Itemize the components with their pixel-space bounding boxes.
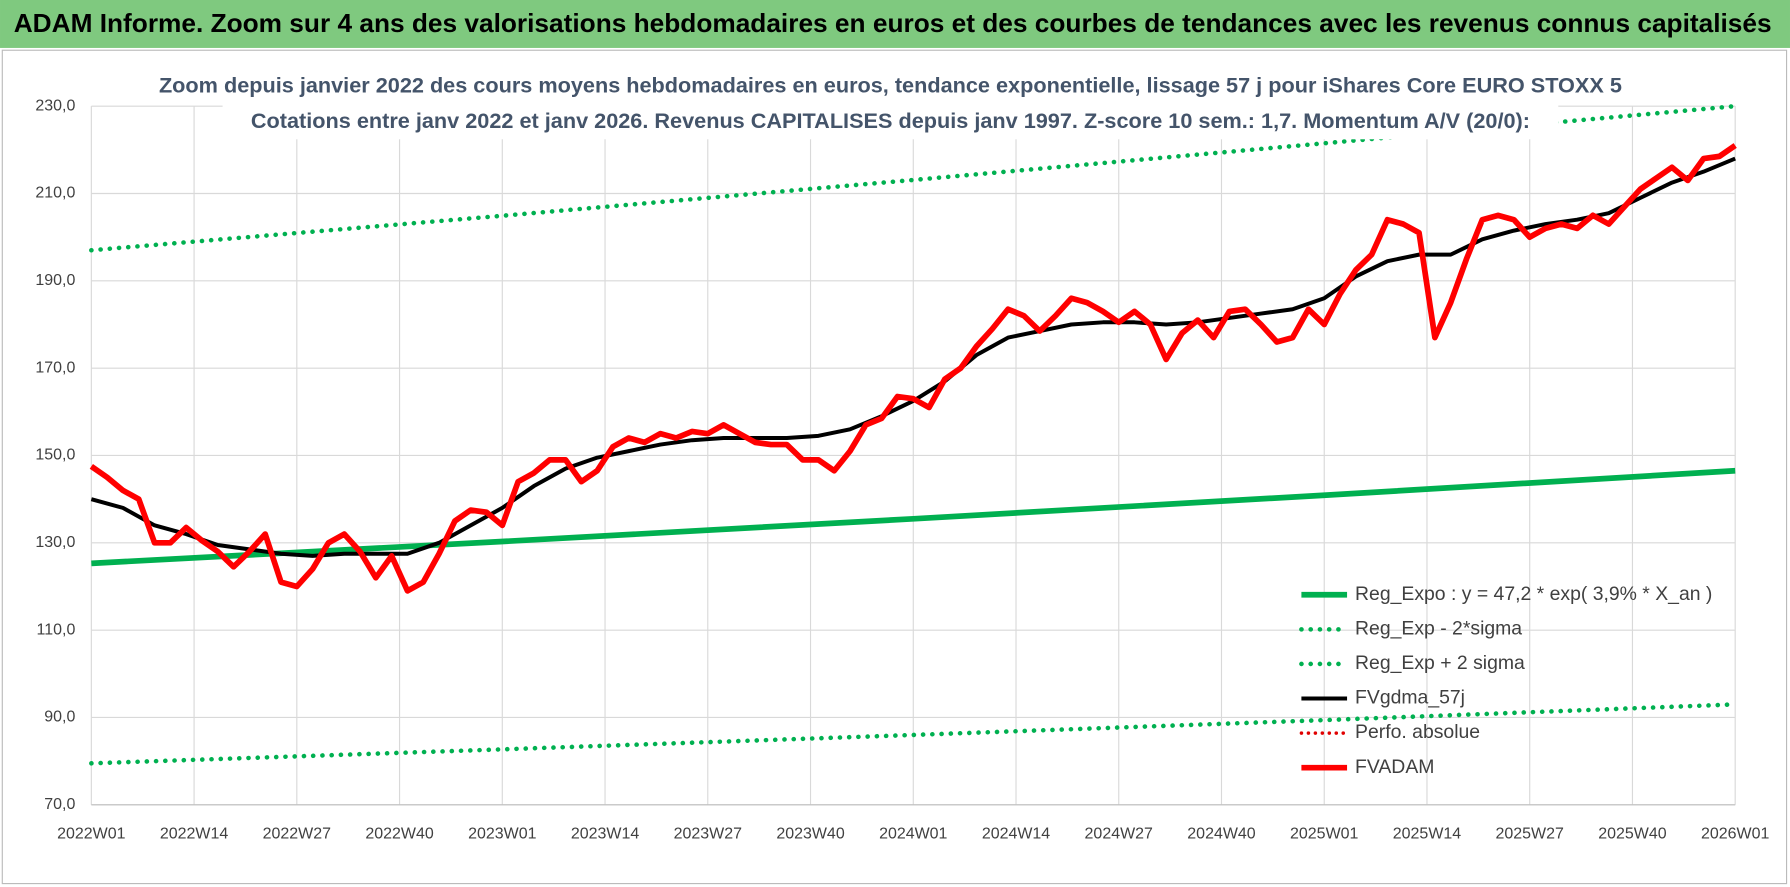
- x-tick-label: 2025W27: [1496, 826, 1564, 843]
- title-box: [222, 68, 1559, 140]
- x-tick-label: 2026W01: [1701, 826, 1769, 843]
- x-tick-label: 2025W40: [1598, 826, 1666, 843]
- y-tick-label: 210,0: [35, 185, 75, 202]
- x-tick-label: 2022W40: [365, 826, 433, 843]
- y-tick-label: 170,0: [35, 359, 75, 376]
- x-tick-label: 2024W01: [879, 826, 947, 843]
- series-line: [89, 702, 1738, 766]
- x-tick-label: 2022W01: [57, 826, 125, 843]
- x-tick-label: 2024W14: [982, 826, 1050, 843]
- x-tick-label: 2022W27: [263, 826, 331, 843]
- legend-label: Reg_Expo : y = 47,2 * exp( 3,9% * X_an ): [1355, 583, 1712, 605]
- x-tick-label: 2023W14: [571, 826, 639, 843]
- x-tick-label: 2022W14: [160, 826, 228, 843]
- x-tick-label: 2025W14: [1393, 826, 1461, 843]
- x-tick-label: 2025W01: [1290, 826, 1358, 843]
- y-tick-label: 130,0: [35, 534, 75, 551]
- x-tick-label: 2023W01: [468, 826, 536, 843]
- x-tick-label: 2023W27: [674, 826, 742, 843]
- y-tick-label: 110,0: [37, 621, 76, 638]
- y-tick-label: 90,0: [44, 709, 75, 726]
- header-bar: [0, 0, 1790, 48]
- x-tick-label: 2023W40: [776, 826, 844, 843]
- legend-label: Perfo. absolue: [1355, 721, 1480, 743]
- y-tick-label: 190,0: [35, 272, 75, 289]
- legend-label: Reg_Exp + 2 sigma: [1355, 652, 1525, 674]
- chart-title: Zoom depuis janvier 2022 des cours moyen…: [159, 72, 1622, 97]
- y-tick-label: 230,0: [35, 97, 75, 114]
- plot: 70,0 90,0 110,0 130,0 150,0 170,0 190,0 210,0 23…: [35, 97, 1769, 842]
- series-line: [89, 143, 1737, 594]
- chart-frame: [1, 49, 1788, 885]
- y-tick-label: 150,0: [35, 447, 75, 464]
- series-line: [91, 467, 1736, 567]
- header-title: ADAM Informe. Zoom sur 4 ans des valoris…: [14, 8, 1772, 38]
- x-tick-label: 2024W40: [1187, 826, 1255, 843]
- series-line: [89, 103, 1738, 253]
- legend-label: Reg_Exp - 2*sigma: [1355, 617, 1522, 639]
- chart-subtitle: Cotations entre janv 2022 et janv 2026. …: [251, 108, 1530, 133]
- y-tick-label: 70,0: [44, 796, 75, 813]
- legend-label: FVADAM: [1355, 756, 1434, 778]
- legend-label: FVgdma_57j: [1355, 687, 1465, 709]
- x-tick-label: 2024W27: [1085, 826, 1153, 843]
